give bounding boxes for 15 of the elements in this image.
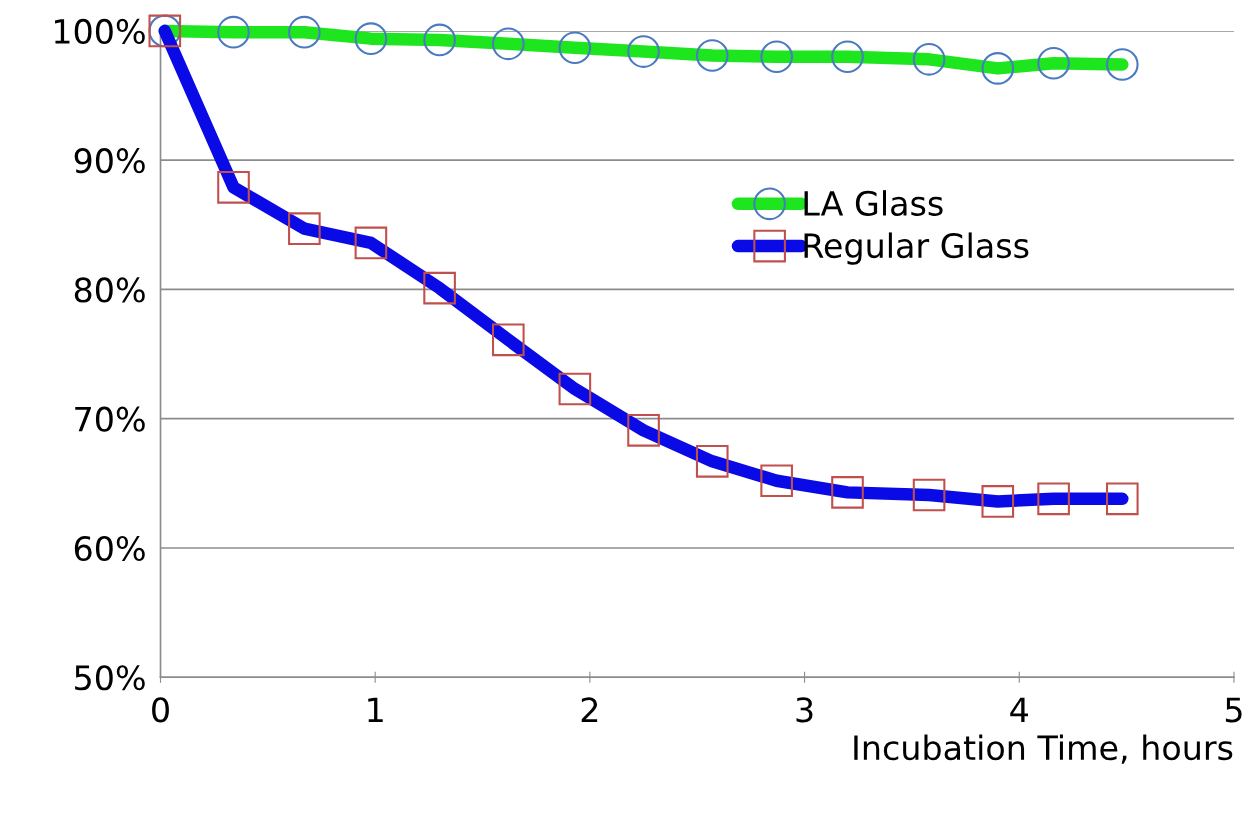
x-axis-title: Incubation Time, hours — [854, 734, 1233, 764]
x-tick-label: 5 — [1225, 697, 1242, 723]
y-tick-label: 80% — [74, 277, 145, 303]
y-tick-label: 90% — [74, 148, 145, 174]
x-tick-label: 4 — [1010, 697, 1028, 722]
y-tick-label: 100% — [54, 18, 145, 45]
x-tick-label: 2 — [581, 697, 598, 722]
y-tick-label: 70% — [75, 406, 145, 432]
x-tick-label: 0 — [152, 697, 169, 723]
x-tick-label: 3 — [796, 697, 813, 723]
y-tick-label: 60% — [74, 535, 145, 562]
legend-label: Regular Glass — [804, 232, 1029, 265]
x-tick-label: 1 — [368, 697, 383, 722]
y-tick-label: 50% — [75, 665, 145, 691]
legend-label: LA Glass — [804, 190, 943, 216]
